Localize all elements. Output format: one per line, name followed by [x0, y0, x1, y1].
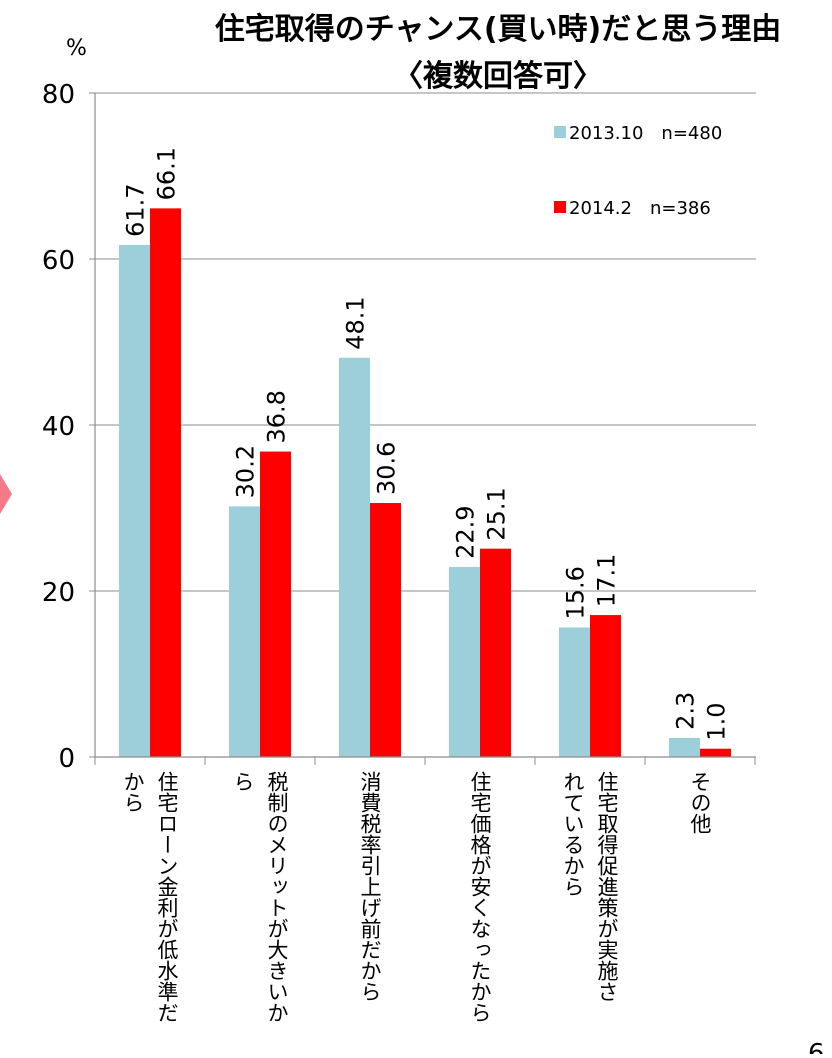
value-label: 61.7 [122, 183, 150, 236]
category-label: 消費税率引上げ前だから [358, 771, 382, 1002]
value-label: 66.1 [153, 147, 181, 200]
bar-series-1-cat-4 [590, 615, 621, 757]
category-label: から [121, 771, 145, 813]
value-label: 17.1 [593, 554, 621, 607]
bars [119, 208, 731, 757]
legend-swatch-series-1 [554, 201, 566, 213]
category-label: 住宅ローン金利が低水準だ [155, 771, 179, 1023]
bar-series-1-cat-0 [150, 208, 181, 757]
value-labels: 61.766.1 30.236.8 48.1 30.6 22.9 25.1 15.6 17.1… [122, 147, 731, 741]
category-label: その他 [688, 771, 712, 834]
value-label: 48.1 [342, 296, 370, 349]
value-label: 30.2 [232, 445, 260, 498]
decorative-arrow-icon [0, 474, 12, 514]
bar-series-1-cat-5 [700, 748, 731, 757]
y-tick-label: 0 [58, 744, 75, 774]
axes [94, 93, 756, 765]
bar-series-0-cat-0 [119, 244, 150, 757]
category-label: 住宅価格が安くなったから [468, 771, 492, 1023]
bar-series-0-cat-3 [449, 566, 480, 757]
category-label: 住宅取得促進策が実施さ [595, 771, 619, 1002]
category-label: ら [231, 771, 255, 792]
value-label: 2.3 [672, 692, 700, 730]
value-label: 30.6 [373, 442, 401, 495]
value-label: 22.9 [452, 505, 480, 558]
chart-title-line2: 〈複数回答可〉 [393, 59, 603, 94]
y-tick-label: 40 [42, 412, 75, 442]
bar-series-0-cat-5 [669, 737, 700, 757]
page-number: 6 [808, 1039, 825, 1054]
gridlines [89, 92, 756, 758]
y-tick-label: 80 [42, 80, 75, 110]
y-tick-label: 60 [42, 246, 75, 276]
legend-swatch-series-0 [554, 126, 566, 138]
legend-label-series-1: 2014.2 n=386 [569, 198, 711, 219]
value-label: 25.1 [483, 487, 511, 540]
y-tick-labels: 0 20 40 60 80 [42, 80, 75, 774]
chart-title-line1: 住宅取得のチャンス(買い時)だと思う理由 [215, 12, 782, 47]
legend-label-series-0: 2013.10 n=480 [569, 123, 722, 144]
bar-series-0-cat-1 [229, 506, 260, 757]
category-label: 税制のメリットが大きいか [265, 771, 289, 1023]
value-label: 1.0 [703, 703, 731, 741]
bar-series-0-cat-4 [559, 627, 590, 757]
bar-series-1-cat-1 [260, 451, 291, 757]
value-label: 36.8 [263, 390, 291, 443]
bar-series-1-cat-2 [370, 503, 401, 757]
y-tick-label: 20 [42, 578, 75, 608]
bar-series-1-cat-3 [480, 548, 511, 757]
legend: 2013.10 n=480 2014.2 n=386 [554, 123, 722, 219]
y-axis-unit-label: % [66, 36, 87, 61]
value-label: 15.6 [562, 566, 590, 619]
bar-series-0-cat-2 [339, 357, 370, 757]
category-label: れているから [561, 771, 585, 897]
